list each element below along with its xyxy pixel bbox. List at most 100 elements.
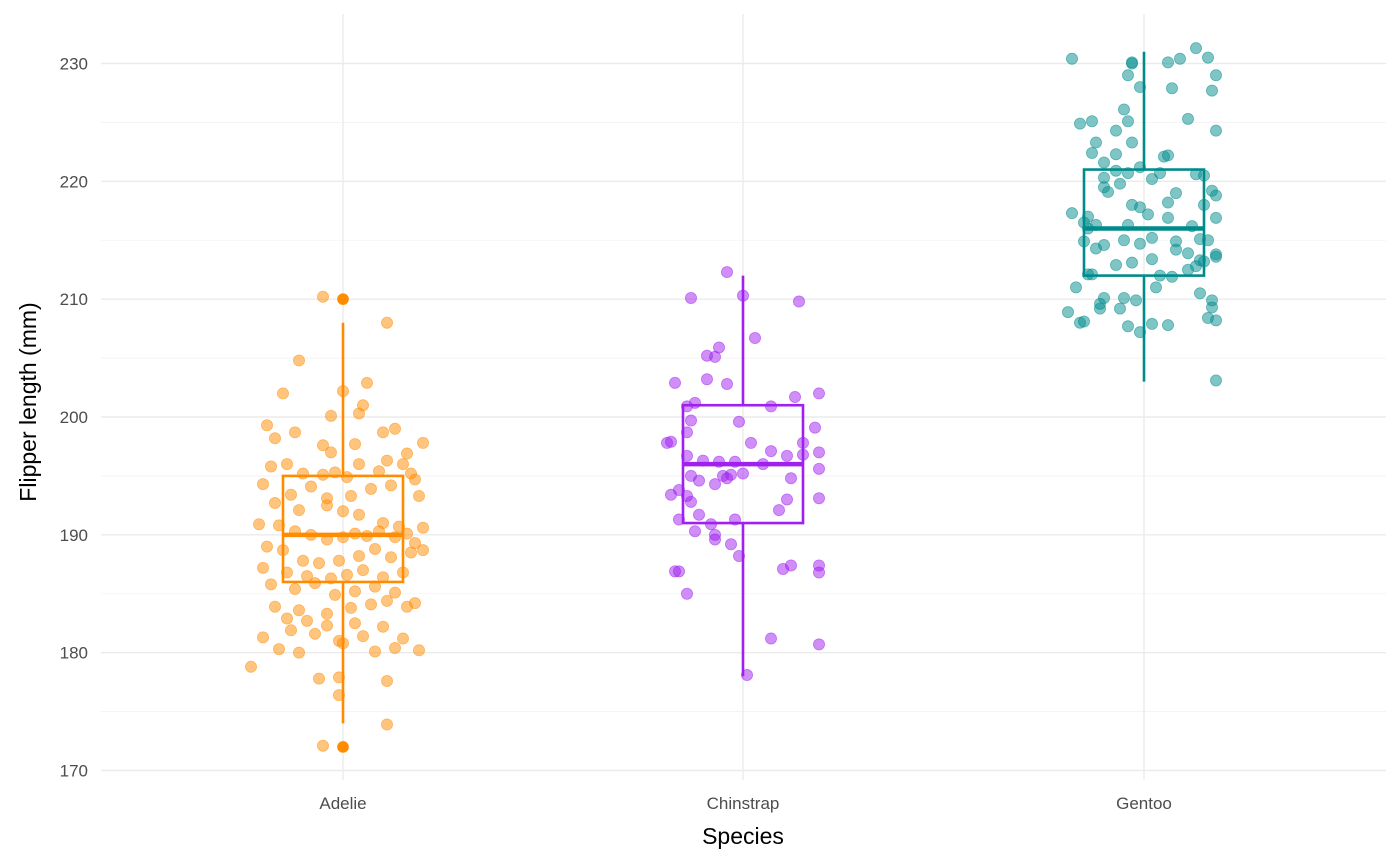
data-point [264, 460, 277, 473]
data-point [276, 387, 289, 400]
data-point [380, 674, 393, 687]
data-point [693, 474, 706, 487]
y-axis-title: Flipper length (mm) [15, 302, 41, 501]
data-point [352, 550, 365, 563]
data-point [400, 600, 413, 613]
data-point [252, 518, 265, 531]
y-tick-label: 190 [60, 526, 88, 545]
data-point [697, 454, 710, 467]
data-point [256, 631, 269, 644]
data-point [701, 373, 714, 386]
data-point [336, 505, 349, 518]
data-point [1146, 231, 1159, 244]
data-point [1070, 281, 1083, 294]
data-point [332, 554, 345, 567]
data-point [1126, 136, 1139, 149]
data-point [709, 478, 722, 491]
data-point [308, 577, 321, 590]
data-point [689, 525, 702, 538]
data-point [1118, 234, 1131, 247]
data-point [244, 660, 257, 673]
data-point [336, 740, 349, 753]
data-point [669, 565, 682, 578]
data-point [1162, 56, 1175, 69]
data-point [685, 291, 698, 304]
data-point [721, 266, 734, 279]
data-point [765, 445, 778, 458]
data-point [380, 594, 393, 607]
data-point [396, 632, 409, 645]
data-point [705, 518, 718, 531]
data-point [280, 612, 293, 625]
data-point [304, 480, 317, 493]
data-point [1074, 117, 1087, 130]
data-point [336, 531, 349, 544]
y-tick-label: 230 [60, 55, 88, 74]
data-point [813, 387, 826, 400]
data-point [713, 455, 726, 468]
data-point [1086, 115, 1099, 128]
data-point [320, 533, 333, 546]
data-point [388, 531, 401, 544]
x-axis-title: Species [702, 823, 784, 849]
data-point [332, 671, 345, 684]
data-point [372, 525, 385, 538]
data-point [1162, 211, 1175, 224]
data-point [268, 432, 281, 445]
data-point [348, 527, 361, 540]
data-point [396, 458, 409, 471]
data-point [400, 527, 413, 540]
data-point [368, 580, 381, 593]
data-point [368, 645, 381, 658]
data-point [292, 354, 305, 367]
data-point [356, 630, 369, 643]
data-point [320, 619, 333, 632]
data-point [376, 571, 389, 584]
y-axis-tick-labels: 170 180 190 200 210 220 230 [60, 55, 88, 781]
data-point [773, 504, 786, 517]
data-point [1062, 306, 1075, 319]
data-point [669, 376, 682, 389]
data-point [721, 378, 734, 391]
series-adelie [244, 290, 429, 753]
data-point [1202, 312, 1215, 325]
data-point [729, 513, 742, 526]
data-point [360, 376, 373, 389]
data-point [352, 508, 365, 521]
data-point [685, 414, 698, 427]
data-point [416, 436, 429, 449]
data-point [661, 436, 674, 449]
data-point [384, 479, 397, 492]
data-point [344, 489, 357, 502]
data-point [288, 583, 301, 596]
data-point [380, 316, 393, 329]
data-point [316, 439, 329, 452]
data-point [1130, 294, 1143, 307]
data-point [356, 564, 369, 577]
data-point [1182, 112, 1195, 125]
data-point [388, 422, 401, 435]
data-point [1190, 260, 1203, 273]
series-gentoo [1062, 42, 1223, 387]
data-point [765, 400, 778, 413]
data-point [256, 561, 269, 574]
data-point [348, 438, 361, 451]
data-point [1134, 201, 1147, 214]
data-point [344, 601, 357, 614]
data-point [272, 519, 285, 532]
data-point [268, 600, 281, 613]
y-tick-label: 220 [60, 172, 88, 191]
data-point [737, 467, 750, 480]
data-point [276, 544, 289, 557]
data-point [364, 598, 377, 611]
data-point [1114, 302, 1127, 315]
data-point [745, 436, 758, 449]
data-point [685, 495, 698, 508]
data-point [1210, 211, 1223, 224]
data-point [260, 540, 273, 553]
y-tick-label: 170 [60, 762, 88, 781]
data-point [296, 467, 309, 480]
data-point [376, 620, 389, 633]
data-point [1146, 317, 1159, 330]
data-point [292, 604, 305, 617]
